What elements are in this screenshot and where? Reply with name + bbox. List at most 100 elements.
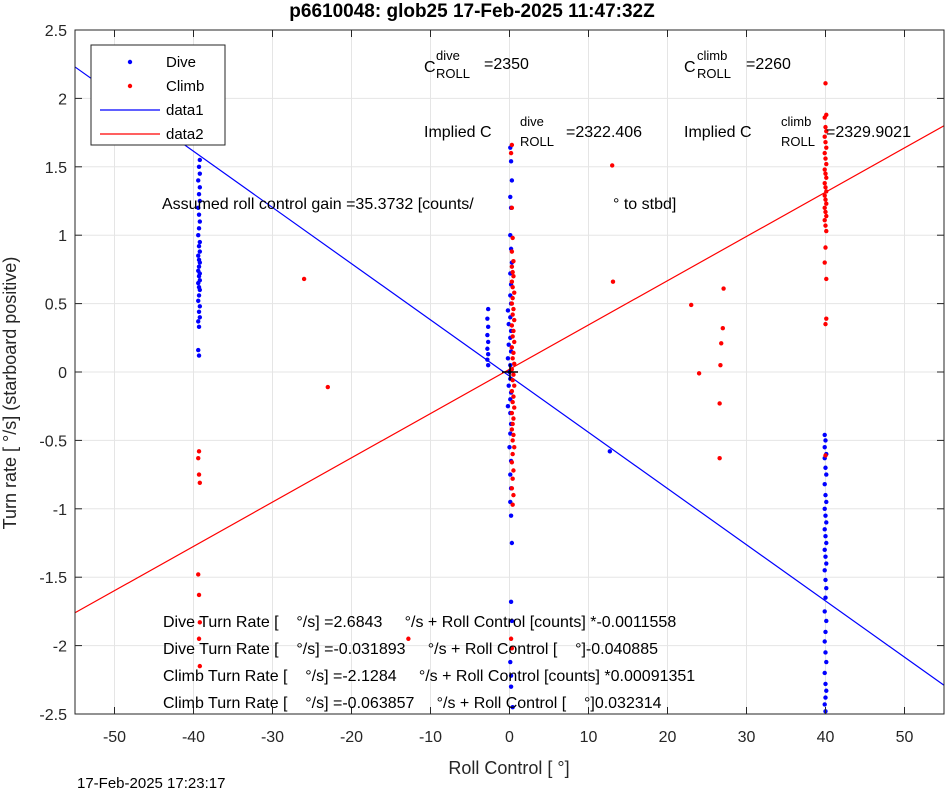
climb-point: [696, 371, 702, 376]
c-roll-dive: C dive ROLL =2350: [424, 48, 529, 81]
climb-point: [509, 142, 515, 148]
legend: Dive Climb data1 data2: [90, 44, 226, 146]
climb-point: [511, 492, 516, 498]
climb-point: [196, 592, 202, 598]
climb-point: [510, 451, 515, 457]
climb-point: [510, 502, 515, 507]
climb-point: [509, 323, 515, 328]
dive-point: [197, 198, 203, 204]
climb-point: [511, 258, 516, 264]
climb-point: [823, 321, 828, 327]
dive-point: [508, 599, 514, 605]
climb-point: [823, 81, 828, 86]
climb-point: [196, 455, 201, 461]
climb-point: [822, 150, 827, 156]
dive-point: [822, 702, 827, 707]
dive-point: [196, 293, 202, 298]
dive-point: [822, 506, 827, 511]
y-tick-labels: -2.5 -2 -1.5 -1 -0.5 0 0.5 1 1.5 2 2.5: [39, 23, 67, 724]
dive-point: [822, 527, 827, 532]
climb-point: [511, 468, 516, 473]
climb-point: [511, 432, 516, 438]
implied-c-roll-dive: Implied C dive ROLL =2322.406: [424, 114, 642, 149]
c-roll-climb-sup: climb: [697, 48, 727, 63]
climb-point: [610, 279, 616, 284]
y-axis-label: Turn rate [ °/s] (starboard positive): [0, 257, 20, 530]
dive-point: [823, 595, 828, 600]
climb-point: [689, 302, 694, 308]
dive-point: [508, 684, 514, 689]
y-tick-label: 2: [58, 91, 67, 108]
climb-fit-degrees: Climb Turn Rate [ °/s] =-0.063857 °/s + …: [163, 695, 662, 712]
climb-point: [196, 636, 202, 641]
climb-point: [717, 401, 722, 406]
climb-point: [823, 171, 828, 176]
climb-point: [823, 209, 828, 215]
dive-point: [824, 688, 829, 693]
dive-point: [823, 513, 828, 518]
dive-point: [822, 609, 827, 614]
climb-point: [196, 449, 202, 454]
climb-point: [824, 145, 829, 150]
dive-point: [485, 316, 490, 321]
dive-point: [505, 308, 511, 313]
dive-point: [197, 315, 203, 320]
climb-point: [824, 316, 829, 321]
dive-point: [196, 298, 201, 304]
climb-point: [510, 399, 515, 405]
dive-point: [485, 362, 491, 368]
dive-point: [197, 304, 203, 309]
origin-crosshair: [502, 364, 518, 380]
c-roll-climb: C climb ROLL =2260: [684, 48, 791, 81]
climb-point: [512, 383, 517, 388]
climb-point: [510, 438, 515, 443]
dive-point: [824, 585, 829, 591]
y-tick-label: 2.5: [45, 23, 67, 40]
legend-climb-label: Climb: [166, 78, 204, 95]
climb-point: [509, 388, 515, 394]
roll-gain-text: Assumed roll control gain =35.3732 [coun…: [162, 196, 474, 213]
climb-point: [301, 276, 307, 282]
dive-point: [824, 499, 829, 505]
climb-point: [196, 472, 202, 477]
climb-point: [824, 213, 829, 219]
dive-point: [824, 561, 829, 566]
climb-point: [822, 134, 827, 139]
climb-point: [510, 334, 515, 339]
climb-point: [511, 416, 516, 421]
climb-point: [719, 341, 724, 346]
chart-title: p6610048: glob25 17-Feb-2025 11:47:32Z: [289, 1, 655, 22]
dive-point: [823, 554, 828, 559]
roll-gain-annotation: Assumed roll control gain =35.3732 [coun…: [162, 196, 676, 213]
dive-fit-counts: Dive Turn Rate [ °/s] =2.6843 °/s + Roll…: [163, 614, 676, 631]
dive-point: [196, 226, 202, 231]
x-tick-label: 40: [817, 729, 835, 746]
dive-point: [196, 233, 201, 238]
climb-point: [511, 328, 516, 334]
legend-data1-label: data1: [166, 102, 204, 119]
dive-point: [485, 346, 490, 351]
x-tick-labels: -50 -40 -30 -20 -10 0 10 20 30 40 50: [103, 729, 914, 746]
climb-point: [824, 201, 829, 206]
x-tick-label: -30: [261, 729, 284, 746]
climb-point: [720, 326, 725, 331]
climb-point: [822, 167, 827, 172]
climb-point: [509, 646, 515, 651]
dive-point: [508, 194, 513, 200]
climb-point: [509, 345, 515, 350]
dive-point: [196, 309, 202, 315]
dive-point: [196, 212, 202, 217]
x-tick-label: -50: [103, 729, 126, 746]
legend-box: [90, 44, 226, 146]
dive-point: [508, 472, 513, 477]
dive-point: [505, 404, 511, 409]
dive-point: [508, 659, 513, 665]
dive-point: [196, 319, 201, 324]
dive-point: [197, 157, 203, 163]
dive-point: [823, 465, 828, 470]
climb-point: [512, 361, 517, 366]
climb-point: [197, 480, 203, 486]
x-tick-label: 10: [580, 729, 598, 746]
climb-point: [197, 620, 203, 625]
dive-point: [196, 253, 201, 258]
